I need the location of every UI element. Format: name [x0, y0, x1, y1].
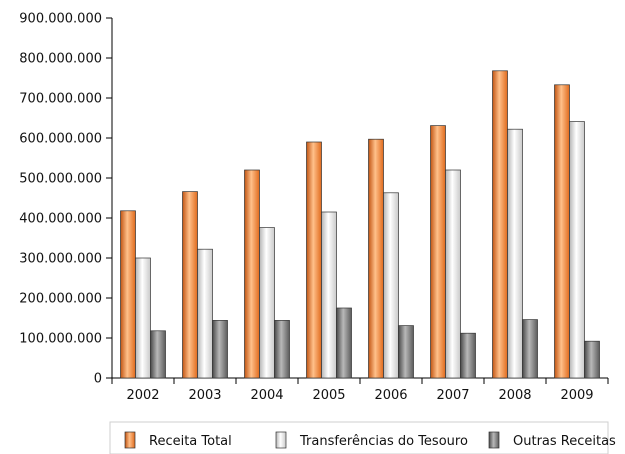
bar-receita-total-2002 — [120, 210, 136, 379]
y-tick-label: 0 — [94, 372, 102, 387]
bar-receita-total-2004 — [244, 169, 260, 379]
bar-receita-total-2009 — [554, 84, 570, 379]
legend-label: Receita Total — [149, 434, 232, 449]
bar-outras-receitas-2009 — [584, 340, 600, 379]
y-tick-label: 700.000.000 — [19, 92, 102, 107]
axes: 0 100.000.000 200.000.000 300.000.000 400.00… — [19, 12, 609, 403]
y-tick-label: 600.000.000 — [19, 132, 102, 147]
x-tick-label: 2008 — [498, 388, 531, 403]
y-tick-label: 100.000.000 — [19, 332, 102, 347]
bar-transfer-ncias-do-tesouro-2005 — [321, 211, 337, 379]
bar-outras-receitas-2008 — [522, 319, 538, 379]
y-tick-label: 200.000.000 — [19, 292, 102, 307]
legend-swatch — [488, 431, 500, 449]
x-tick-label: 2004 — [250, 388, 283, 403]
x-tick-label: 2002 — [126, 388, 159, 403]
bar-transfer-ncias-do-tesouro-2008 — [507, 128, 523, 379]
y-tick-label: 300.000.000 — [19, 252, 102, 267]
bar-outras-receitas-2002 — [150, 330, 166, 379]
bar-receita-total-2008 — [492, 70, 508, 379]
y-tick-label: 500.000.000 — [19, 172, 102, 187]
x-tick-label: 2003 — [188, 388, 221, 403]
bar-outras-receitas-2006 — [398, 325, 414, 379]
x-tick-label: 2009 — [560, 388, 593, 403]
bar-outras-receitas-2005 — [336, 307, 352, 379]
y-tick-label: 800.000.000 — [19, 52, 102, 67]
bar-transfer-ncias-do-tesouro-2004 — [259, 227, 275, 379]
bar-receita-total-2003 — [182, 191, 198, 379]
x-tick-label: 2005 — [312, 388, 345, 403]
bar-transfer-ncias-do-tesouro-2002 — [135, 257, 151, 379]
bar-transfer-ncias-do-tesouro-2007 — [445, 169, 461, 379]
bar-transfer-ncias-do-tesouro-2006 — [383, 192, 399, 379]
legend-swatch — [124, 431, 136, 449]
bar-transfer-ncias-do-tesouro-2009 — [569, 121, 585, 379]
legend-box — [109, 421, 609, 454]
bar-receita-total-2007 — [430, 125, 446, 379]
bar-receita-total-2006 — [368, 138, 384, 379]
y-tick-label: 400.000.000 — [19, 212, 102, 227]
y-tick-label: 900.000.000 — [19, 12, 102, 27]
legend-label: Outras Receitas — [513, 434, 616, 449]
legend: Receita Total Transferências do Tesouro Ou… — [109, 421, 616, 454]
bar-outras-receitas-2007 — [460, 332, 476, 379]
x-tick-label: 2006 — [374, 388, 407, 403]
bar-receita-total-2005 — [306, 141, 322, 379]
bar-transfer-ncias-do-tesouro-2003 — [197, 248, 213, 379]
bars — [120, 70, 600, 379]
x-tick-label: 2007 — [436, 388, 469, 403]
bar-outras-receitas-2003 — [212, 320, 228, 379]
legend-swatch — [275, 431, 287, 449]
bar-outras-receitas-2004 — [274, 320, 290, 379]
legend-label: Transferências do Tesouro — [299, 434, 468, 449]
